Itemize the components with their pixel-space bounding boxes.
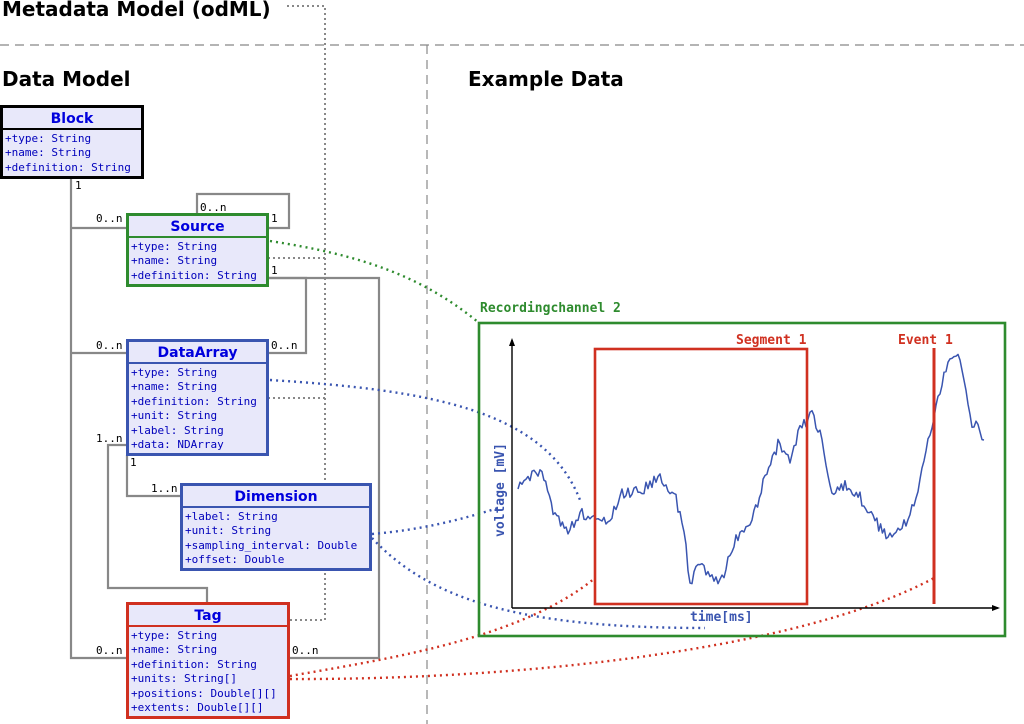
dimension-attr-unit: +unit: String [185, 524, 272, 538]
recording-channel-frame [477, 321, 1007, 638]
block-class-attrs: +type: String +name: String +definition:… [3, 130, 141, 175]
y-axis-label: voltage [mV] [493, 443, 508, 537]
dimension-class-attrs: +label: String +unit: String +sampling_i… [183, 508, 369, 568]
mult-dimension-left: 1..n [151, 482, 178, 495]
tag-attr-extents: +extents: Double[][] [131, 701, 264, 715]
dataarray-attr-unit: +unit: String [131, 409, 218, 423]
x-axis-label: time[ms] [690, 610, 753, 625]
dataarray-links [269, 378, 706, 630]
tag-class: Tag +type: String +name: String +definit… [126, 602, 290, 719]
block-attr-name: +name: String [5, 146, 92, 160]
odml-links [268, 5, 326, 621]
block-attr-type: +type: String [5, 132, 92, 145]
mult-dataarray-left: 0..n [96, 339, 123, 352]
tag-attr-positions: +positions: Double[][] [131, 686, 277, 700]
segment-box [593, 347, 809, 606]
dimension-attr-sampling-interval: +sampling_interval: Double [185, 538, 358, 552]
block-class-name: Block [3, 108, 141, 130]
mult-source-right: 1 [271, 264, 278, 277]
source-class-name: Source [129, 216, 266, 238]
mult-tag-right: 0..n [292, 644, 319, 657]
dataarray-class-attrs: +type: String +name: String +definition:… [129, 364, 266, 452]
source-class: Source +type: String +name: String +defi… [126, 213, 269, 287]
block-attr-definition: +definition: String [5, 160, 131, 174]
mult-source-self-right: 1 [271, 212, 278, 225]
event-label: Event 1 [898, 333, 953, 348]
y-axis-arrow [509, 338, 515, 346]
mult-source-self-top: 0..n [200, 201, 227, 214]
segment-label: Segment 1 [736, 333, 807, 348]
mult-tag-left: 0..n [96, 644, 123, 657]
dataarray-class-name: DataArray [129, 342, 266, 364]
data-model-title: Data Model [2, 67, 131, 91]
source-attr-name: +name: String [131, 254, 218, 268]
dataarray-attr-definition: +definition: String [131, 394, 257, 408]
dataarray-attr-data: +data: NDArray [131, 438, 224, 452]
dataarray-attr-label: +label: String [131, 423, 224, 437]
example-data-title: Example Data [468, 67, 624, 91]
tag-class-attrs: +type: String +name: String +definition:… [129, 627, 287, 715]
source-to-recording-link [269, 239, 479, 323]
mult-block-bottom: 1 [75, 179, 82, 192]
tag-attr-definition: +definition: String [131, 657, 257, 671]
mult-dataarray-right: 0..n [271, 339, 298, 352]
dimension-attr-label: +label: String [185, 510, 278, 523]
voltage-trace [517, 353, 985, 585]
source-class-attrs: +type: String +name: String +definition:… [129, 238, 266, 283]
tag-attr-type: +type: String [131, 629, 218, 642]
mult-dataarray-leftlow: 1..n [96, 432, 123, 445]
source-attr-definition: +definition: String [131, 268, 257, 282]
source-attr-type: +type: String [131, 240, 218, 253]
recording-channel-label: Recordingchannel 2 [480, 301, 621, 316]
mult-source-left: 0..n [96, 212, 123, 225]
dataarray-attr-name: +name: String [131, 380, 218, 394]
tag-links [289, 576, 935, 681]
dimension-class: Dimension +label: String +unit: String +… [180, 483, 372, 571]
dataarray-attr-type: +type: String [131, 366, 218, 379]
dimension-attr-offset: +offset: Double [185, 553, 285, 567]
dimension-class-name: Dimension [183, 486, 369, 508]
metadata-model-title: Metadata Model (odML) [2, 0, 271, 21]
block-class: Block +type: String +name: String +defin… [0, 105, 144, 179]
plot-axes [511, 340, 998, 609]
tag-attr-units: +units: String[] [131, 672, 237, 686]
mult-dataarray-bottom: 1 [130, 456, 137, 469]
dataarray-class: DataArray +type: String +name: String +d… [126, 339, 269, 456]
x-axis-arrow [992, 605, 1000, 611]
tag-class-name: Tag [129, 605, 287, 627]
tag-attr-name: +name: String [131, 643, 218, 657]
uml-relations [69, 179, 381, 660]
